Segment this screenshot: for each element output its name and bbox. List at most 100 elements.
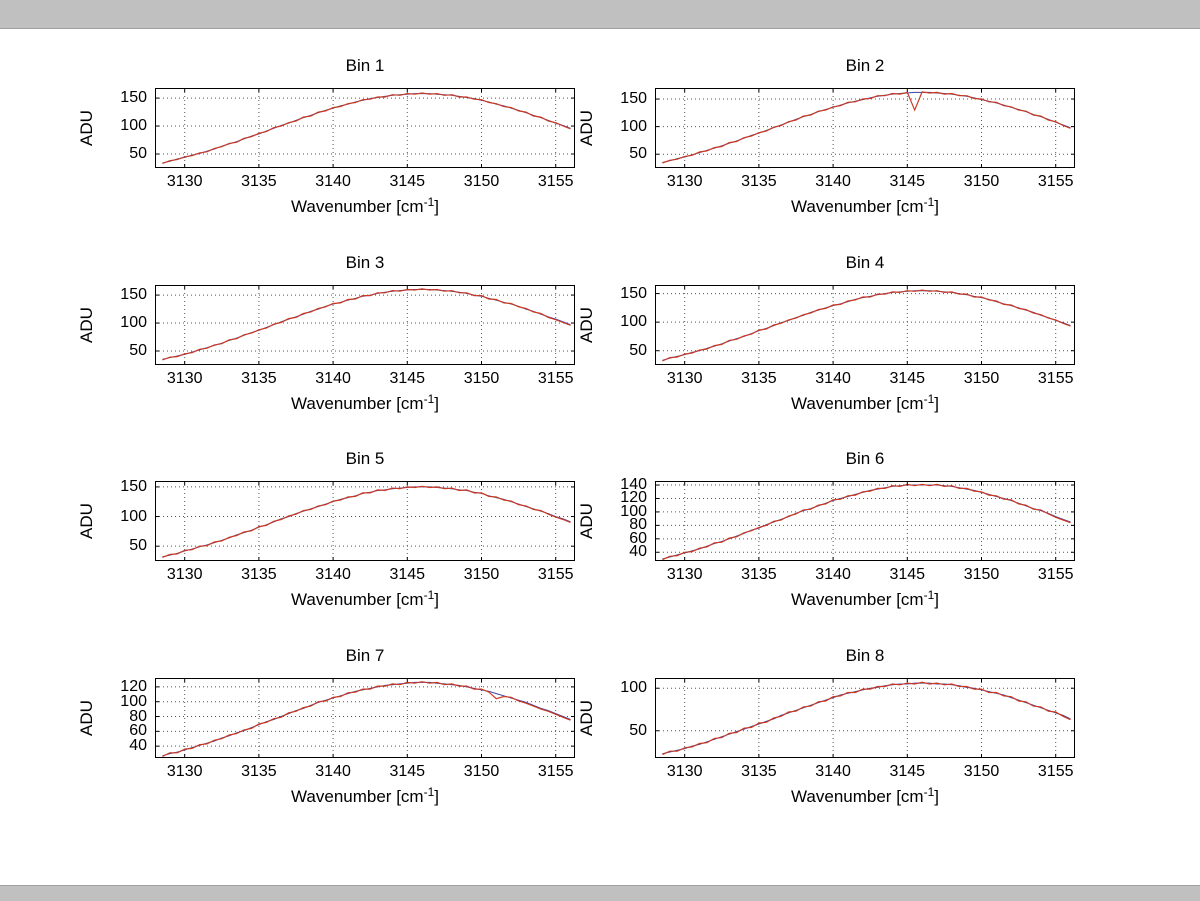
x-tick-label: 3150 — [963, 370, 1000, 387]
x-axis-label-exponent: -1 — [923, 392, 935, 406]
y-axis-label: ADU — [577, 110, 596, 146]
x-tick-label: 3140 — [315, 566, 351, 583]
x-axis-label-text: Wavenumber [cm — [291, 197, 424, 216]
x-axis-label: Wavenumber [cm-1] — [655, 785, 1075, 808]
x-axis-label: Wavenumber [cm-1] — [655, 588, 1075, 611]
x-tick-label: 3135 — [241, 370, 277, 387]
fit-line — [162, 681, 571, 757]
y-axis-label: ADU — [77, 700, 96, 736]
y-tick-label: 80 — [129, 707, 147, 725]
axes-area — [655, 481, 1075, 561]
x-tick-label: 3150 — [463, 566, 500, 583]
axes-area — [655, 285, 1075, 365]
x-tick-label: 3150 — [963, 763, 1000, 780]
data-line — [662, 681, 1071, 756]
x-tick-label: 3145 — [389, 370, 426, 387]
x-axis-label: Wavenumber [cm-1] — [655, 392, 1075, 415]
x-axis-label-close-bracket: ] — [434, 197, 439, 216]
x-axis-label-text: Wavenumber [cm — [791, 394, 924, 413]
x-tick-label: 3130 — [666, 566, 703, 583]
x-tick-label: 3155 — [537, 370, 574, 387]
subplot-bin-2: Bin 2 50 100 150 3130 3135 3140 3145 3150 3155 ADU… — [577, 56, 1075, 216]
x-tick-label: 3140 — [815, 173, 851, 190]
x-axis-label-exponent: -1 — [423, 785, 435, 799]
data-line — [662, 91, 1071, 164]
x-tick-label: 3145 — [889, 370, 926, 387]
x-tick-label: 3155 — [1037, 370, 1074, 387]
y-axis-label: ADU — [77, 307, 96, 343]
y-tick-label: 120 — [620, 489, 647, 507]
x-tick-label: 3145 — [889, 566, 926, 583]
x-tick-label: 3130 — [666, 763, 703, 780]
window-chrome-top — [0, 0, 1200, 29]
y-axis-label: ADU — [77, 503, 96, 539]
x-tick-label: 3130 — [166, 370, 203, 387]
fit-line — [162, 289, 571, 360]
x-axis-label: Wavenumber [cm-1] — [155, 588, 575, 611]
x-axis-label-close-bracket: ] — [434, 787, 439, 806]
y-tick-label: 40 — [629, 543, 647, 561]
x-axis-label-close-bracket: ] — [434, 590, 439, 609]
y-tick-label: 150 — [120, 477, 147, 495]
x-tick-label: 3140 — [815, 370, 851, 387]
x-tick-label: 3130 — [666, 370, 703, 387]
y-tick-label: 140 — [620, 476, 647, 494]
subplot-bin-8: Bin 8 50 100 3130 3135 3140 3145 3150 3155 ADU Wav… — [577, 646, 1075, 806]
x-axis-label-exponent: -1 — [423, 588, 435, 602]
x-tick-label: 3135 — [741, 566, 777, 583]
x-tick-label: 3130 — [166, 763, 203, 780]
x-tick-label: 3155 — [1037, 173, 1074, 190]
y-tick-label: 50 — [629, 145, 647, 163]
y-tick-label: 100 — [620, 313, 647, 331]
x-tick-label: 3155 — [1037, 763, 1074, 780]
y-tick-label: 100 — [620, 679, 647, 697]
x-tick-label: 3150 — [963, 173, 1000, 190]
axes-area — [155, 88, 575, 168]
plot-title: Bin 4 — [845, 253, 885, 272]
subplot-bin-6: Bin 6 40 60 80 100 120 140 3130 3135 3140 3145 3150… — [577, 449, 1075, 609]
y-tick-label: 150 — [620, 90, 647, 108]
subplot-bin-1: Bin 1 50 100 150 3130 3135 3140 3145 3150 3155 ADU… — [77, 56, 575, 216]
fit-line — [662, 484, 1071, 560]
y-tick-label: 150 — [120, 89, 147, 107]
fit-line — [662, 91, 1071, 163]
x-axis-label-close-bracket: ] — [934, 197, 939, 216]
y-tick-label: 50 — [129, 145, 147, 162]
subplot-bin-5: Bin 5 50 100 150 3130 3135 3140 3145 3150 3155 ADU… — [77, 449, 575, 609]
subplot-bin-4: Bin 4 50 100 150 3130 3135 3140 3145 3150 3155 ADU… — [577, 253, 1075, 413]
x-tick-label: 3135 — [741, 763, 777, 780]
x-tick-label: 3140 — [315, 370, 351, 387]
x-tick-label: 3150 — [463, 173, 500, 190]
x-axis-label-text: Wavenumber [cm — [791, 197, 924, 216]
x-tick-label: 3155 — [537, 763, 574, 780]
axes-frame — [655, 285, 1075, 365]
axes-frame — [155, 481, 575, 561]
x-axis-label: Wavenumber [cm-1] — [655, 195, 1075, 218]
x-tick-label: 3130 — [666, 173, 703, 190]
x-tick-label: 3130 — [166, 566, 203, 583]
y-tick-label: 100 — [620, 117, 647, 135]
x-tick-label: 3140 — [815, 566, 851, 583]
data-line — [162, 681, 571, 758]
axes-frame — [655, 481, 1075, 561]
x-axis-label: Wavenumber [cm-1] — [155, 785, 575, 808]
axes-area — [155, 481, 575, 561]
plot-title: Bin 1 — [345, 56, 385, 75]
plot-title: Bin 3 — [345, 253, 385, 272]
x-tick-label: 3145 — [889, 173, 926, 190]
y-tick-label: 100 — [120, 117, 147, 135]
fit-line — [162, 93, 571, 164]
x-axis-label-text: Wavenumber [cm — [791, 787, 924, 806]
axes-frame — [655, 88, 1075, 168]
x-tick-label: 3145 — [389, 763, 426, 780]
axes-area — [655, 678, 1075, 758]
y-tick-label: 80 — [629, 516, 647, 534]
x-tick-label: 3140 — [315, 173, 351, 190]
x-tick-label: 3155 — [537, 566, 574, 583]
plot-title: Bin 5 — [345, 449, 385, 468]
fit-line — [662, 290, 1071, 361]
y-tick-label: 50 — [629, 721, 647, 739]
x-tick-label: 3150 — [963, 566, 1000, 583]
y-axis-label: ADU — [577, 503, 596, 539]
x-axis-label-exponent: -1 — [923, 588, 935, 602]
